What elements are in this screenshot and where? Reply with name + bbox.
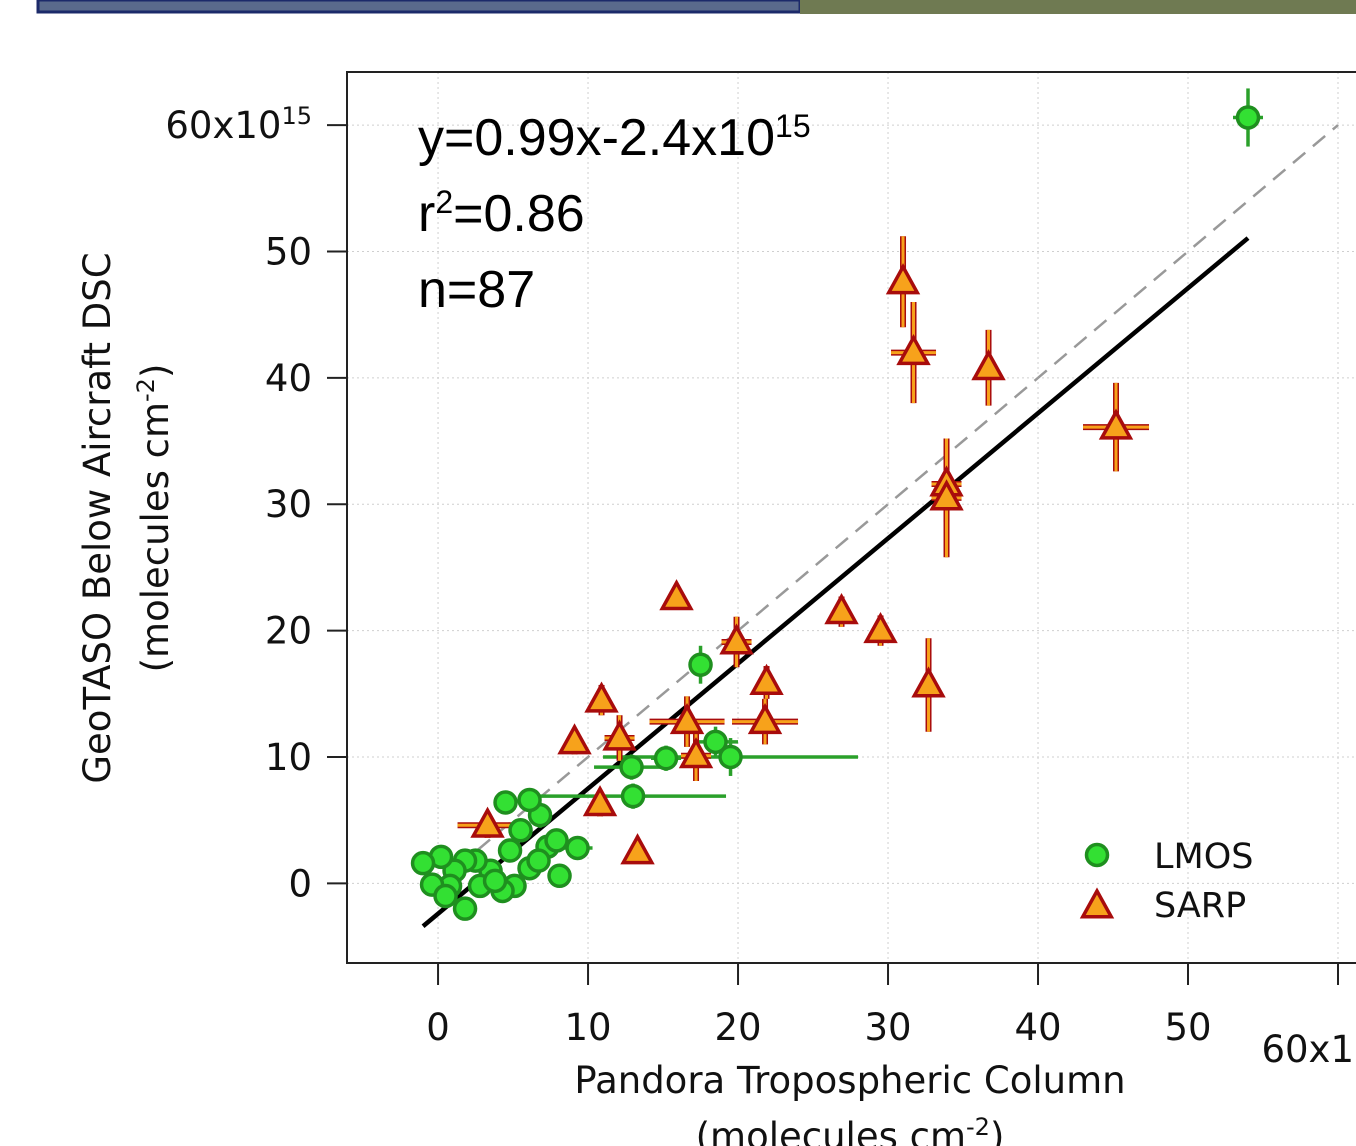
annotation: n=87 — [418, 261, 535, 319]
y-tick-label: 30 — [265, 483, 312, 526]
text-part: ) — [134, 364, 177, 378]
circle-marker — [493, 790, 518, 815]
text-part: (molecules cm — [696, 1115, 966, 1146]
x-axis-label: Pandora Tropospheric Column — [574, 1059, 1125, 1102]
triangle-marker — [929, 479, 964, 511]
text-part: r — [418, 185, 435, 243]
top-image-strip — [0, 0, 1356, 16]
circle-marker — [1235, 105, 1261, 130]
superscript: 15 — [775, 108, 811, 144]
y-axis-label: GeoTASO Below Aircraft DSC — [76, 252, 119, 783]
y-axis-label: (molecules cm-2) — [132, 364, 177, 673]
triangle-marker — [584, 681, 619, 713]
text-part: ) — [990, 1115, 1004, 1146]
circle-marker — [547, 863, 572, 889]
triangle-marker — [971, 349, 1006, 381]
x-tick-label: 40 — [1014, 1006, 1061, 1049]
triangle-marker — [602, 719, 637, 751]
legend-marker — [1084, 842, 1110, 868]
fit-line — [421, 236, 1250, 928]
triangle-marker — [911, 666, 946, 698]
x-tick-label: 10 — [564, 1006, 611, 1049]
circle-marker — [544, 828, 569, 853]
circle-marker — [620, 783, 646, 809]
circle-marker — [688, 652, 713, 677]
circle-marker — [497, 838, 523, 863]
circle-marker — [433, 883, 458, 909]
circle-marker — [482, 868, 508, 894]
x-tick-label: 60x1 — [1261, 1028, 1354, 1071]
text-part: (molecules cm — [134, 402, 177, 672]
y-tick-label: 0 — [288, 862, 312, 905]
superscript: 2 — [435, 184, 453, 220]
triangle-marker — [669, 702, 705, 735]
text-part: =0.86 — [453, 185, 585, 243]
triangle-marker — [747, 702, 783, 735]
circle-marker — [565, 835, 590, 861]
superscript: -2 — [966, 1113, 990, 1141]
y-tick-label: 10 — [265, 736, 312, 779]
triangle-marker — [896, 333, 931, 366]
circle-marker — [526, 848, 551, 873]
text-part: Pandora Tropospheric Column — [574, 1059, 1125, 1102]
text-part: GeoTASO Below Aircraft DSC — [76, 252, 119, 783]
triangle-marker — [582, 785, 618, 817]
x-axis-label: (molecules cm-2) — [696, 1113, 1005, 1146]
triangle-marker — [1098, 408, 1134, 440]
circle-marker — [508, 818, 533, 843]
y-tick-label: 40 — [265, 357, 312, 400]
x-tick-label: 30 — [864, 1006, 911, 1049]
tick-text: 60x10 — [165, 104, 281, 147]
circle-marker — [718, 744, 743, 770]
text-part: n=87 — [418, 261, 535, 319]
legend-marker — [1079, 887, 1115, 919]
triangle-marker — [863, 611, 898, 644]
triangle-marker — [749, 663, 784, 695]
circle-marker — [517, 787, 542, 813]
triangle-marker — [620, 833, 655, 865]
one-to-one-line — [437, 124, 1339, 885]
text-part: y=0.99x-2.4x10 — [418, 109, 775, 167]
x-tick-label: 50 — [1164, 1006, 1211, 1049]
triangle-marker — [659, 579, 694, 611]
plot-frame — [346, 71, 1356, 964]
legend-label: SARP — [1154, 886, 1246, 926]
x-tick-label: 20 — [714, 1006, 761, 1049]
annotation: y=0.99x-2.4x1015 — [418, 108, 811, 167]
triangle-marker — [678, 737, 714, 769]
superscript: -2 — [132, 378, 160, 402]
triangle-marker — [719, 623, 754, 655]
y-tick-label: 60x1015 — [165, 102, 312, 147]
annotation: r2=0.86 — [418, 184, 585, 243]
superscript: 15 — [281, 102, 312, 130]
circle-marker — [619, 754, 644, 780]
legend-label: LMOS — [1154, 837, 1253, 877]
circle-marker — [452, 896, 478, 921]
triangle-marker — [824, 593, 859, 625]
triangle-marker — [557, 723, 592, 755]
circle-marker — [703, 729, 728, 755]
triangle-marker — [470, 806, 505, 838]
y-tick-label: 20 — [265, 610, 312, 653]
y-tick-label: 50 — [265, 230, 312, 273]
x-tick-label: 0 — [426, 1006, 450, 1049]
triangle-marker — [885, 263, 921, 295]
circle-marker — [410, 850, 436, 876]
circle-marker — [653, 746, 679, 771]
